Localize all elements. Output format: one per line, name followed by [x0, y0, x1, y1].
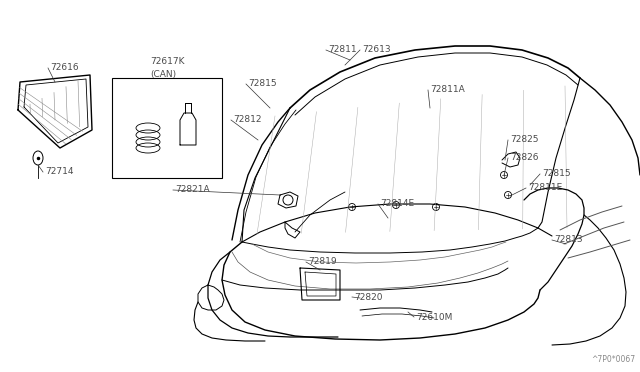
Text: 72811: 72811	[328, 45, 356, 55]
Text: 72826: 72826	[510, 154, 538, 163]
Text: 72811A: 72811A	[430, 86, 465, 94]
Text: 72616: 72616	[50, 64, 79, 73]
Circle shape	[433, 203, 440, 211]
Text: 72714: 72714	[45, 167, 74, 176]
Text: 72613: 72613	[362, 45, 390, 55]
Circle shape	[349, 203, 355, 211]
Text: 72814E: 72814E	[380, 199, 414, 208]
Text: 72617K: 72617K	[150, 58, 184, 67]
Text: 72821A: 72821A	[175, 186, 210, 195]
Text: 72815: 72815	[248, 80, 276, 89]
Bar	[112, 78, 222, 178]
Text: 72813: 72813	[554, 235, 582, 244]
Circle shape	[392, 202, 399, 208]
Text: 72825: 72825	[510, 135, 538, 144]
Text: 72819: 72819	[308, 257, 337, 266]
Circle shape	[500, 171, 508, 179]
Text: 72610M: 72610M	[416, 312, 452, 321]
Text: 72815: 72815	[542, 170, 571, 179]
Text: 72811E: 72811E	[528, 183, 563, 192]
Text: 72820: 72820	[354, 292, 383, 301]
Text: ^7P0*0067: ^7P0*0067	[591, 355, 635, 364]
Circle shape	[504, 192, 511, 199]
Text: 72812: 72812	[233, 115, 262, 125]
Text: (CAN): (CAN)	[150, 70, 176, 78]
